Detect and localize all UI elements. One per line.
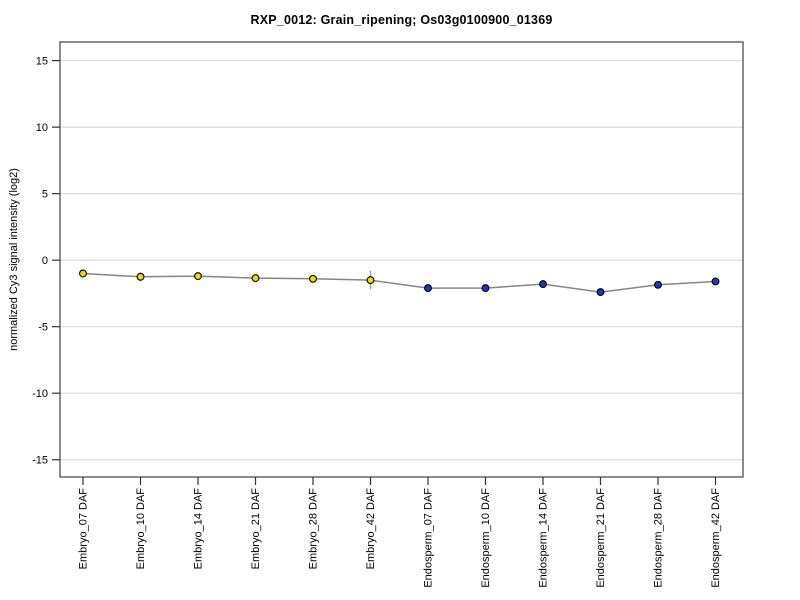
data-point-endosperm	[481, 284, 490, 293]
data-point-endosperm	[539, 280, 547, 289]
x-tick-label: Embryo_14 DAF	[193, 488, 205, 570]
data-point-embryo	[251, 274, 260, 283]
data-point-embryo	[79, 269, 87, 278]
data-point-endosperm	[654, 280, 662, 289]
data-point-embryo	[366, 276, 375, 285]
x-tick-label: Endosperm_10 DAF	[480, 488, 492, 588]
chart-title: RXP_0012: Grain_ripening; Os03g0100900_0…	[250, 13, 553, 27]
y-tick-label: 10	[36, 122, 48, 134]
x-tick-label: Embryo_42 DAF	[365, 488, 377, 570]
data-point-endosperm	[711, 277, 720, 286]
x-tick-label: Embryo_10 DAF	[135, 488, 147, 570]
series-line	[82, 272, 716, 293]
y-tick-label: -5	[38, 322, 48, 334]
x-tick-label: Endosperm_21 DAF	[595, 488, 607, 588]
y-tick-label: 5	[42, 189, 48, 201]
data-point-endosperm	[424, 284, 432, 293]
x-tick-label: Endosperm_42 DAF	[710, 488, 722, 588]
x-tick-label: Embryo_07 DAF	[78, 488, 90, 570]
y-tick-label: 15	[36, 56, 48, 68]
data-point-embryo	[309, 274, 317, 283]
x-tick-label: Endosperm_14 DAF	[538, 488, 550, 588]
x-tick-label: Embryo_21 DAF	[250, 488, 262, 570]
x-tick-label: Embryo_28 DAF	[308, 488, 320, 570]
data-point-embryo	[136, 272, 145, 281]
x-tick-label: Endosperm_28 DAF	[653, 488, 665, 588]
y-tick-label: -10	[32, 388, 48, 400]
data-point-endosperm	[596, 288, 605, 297]
plot-border	[59, 41, 744, 478]
y-tick-label: 0	[42, 255, 48, 267]
y-tick-label: -15	[32, 455, 48, 467]
data-point-embryo	[194, 272, 202, 281]
x-tick-label: Endosperm_07 DAF	[423, 488, 435, 588]
y-axis-label: normalized Cy3 signal intensity (log2)	[8, 168, 20, 351]
